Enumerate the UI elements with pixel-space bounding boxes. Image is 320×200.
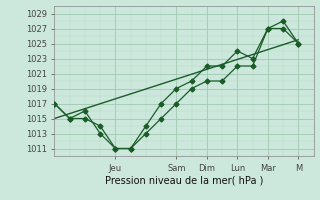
X-axis label: Pression niveau de la mer( hPa ): Pression niveau de la mer( hPa ) (105, 175, 263, 185)
